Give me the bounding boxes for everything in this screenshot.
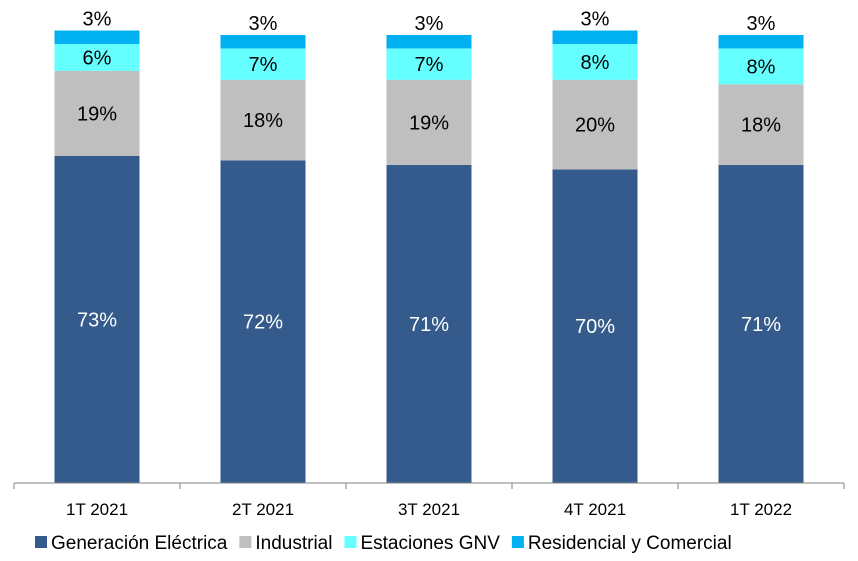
x-tick-label-1t-2021: 1T 2021	[66, 500, 128, 519]
bars-layer	[54, 30, 804, 484]
bar-estaciones-gnv-1t-2022	[718, 48, 804, 85]
x-tick-label-3t-2021: 3T 2021	[398, 500, 460, 519]
legend-entry-residencial-y-comercial: Residencial y Comercial	[528, 533, 732, 554]
bar-estaciones-gnv-1t-2021	[54, 43, 140, 71]
x-axis: 1T 2021 2T 2021 3T 2021 4T 2021 1T 2022	[13, 482, 845, 519]
legend-entry-estaciones-gnv: Estaciones GNV	[360, 533, 500, 554]
bar-estaciones-gnv-4t-2021	[552, 43, 638, 80]
data-labels-layer: 73% 19% 6% 3% 72% 18% 7% 3% 71% 19% 7% 3% 70% 20% 8% 3%…	[77, 9, 781, 339]
data-label-generacion-electrica-2t-2021: 72%	[243, 312, 283, 334]
data-label-estaciones-gnv-3t-2021: 7%	[415, 54, 444, 76]
data-label-residencial-y-comercial-2t-2021: 3%	[249, 13, 278, 35]
bar-industrial-1t-2021	[54, 70, 140, 156]
data-label-estaciones-gnv-1t-2021: 6%	[83, 47, 112, 69]
bar-residencial-y-comercial-3t-2021	[386, 35, 472, 49]
data-label-industrial-2t-2021: 18%	[243, 110, 283, 132]
data-label-generacion-electrica-3t-2021: 71%	[409, 314, 449, 336]
bar-estaciones-gnv-2t-2021	[220, 48, 306, 80]
bar-generacion-electrica-1t-2022	[718, 164, 804, 484]
x-tick-label-4t-2021: 4T 2021	[564, 500, 626, 519]
legend-swatch-estaciones-gnv	[344, 536, 357, 548]
legend-swatch-generacion-electrica	[35, 536, 47, 548]
legend-entry-generacion-electrica: Generación Eléctrica	[51, 533, 228, 554]
bar-generacion-electrica-4t-2021	[552, 169, 638, 483]
data-label-industrial-1t-2021: 19%	[77, 103, 117, 125]
bar-industrial-4t-2021	[552, 79, 638, 170]
bar-generacion-electrica-1t-2021	[54, 155, 140, 483]
data-label-estaciones-gnv-4t-2021: 8%	[581, 52, 610, 74]
bar-industrial-2t-2021	[220, 79, 306, 161]
legend-swatch-residencial-y-comercial	[511, 536, 524, 548]
data-label-estaciones-gnv-2t-2021: 7%	[249, 54, 278, 76]
legend: Generación Eléctrica Industrial Estaciones…	[35, 533, 732, 554]
data-label-generacion-electrica-4t-2021: 70%	[575, 316, 615, 338]
data-label-generacion-electrica-1t-2022: 71%	[741, 314, 781, 336]
bar-residencial-y-comercial-2t-2021	[220, 35, 306, 49]
bar-industrial-3t-2021	[386, 79, 472, 165]
legend-swatch-industrial	[239, 536, 252, 548]
bar-residencial-y-comercial-1t-2022	[718, 35, 804, 49]
data-label-industrial-1t-2022: 18%	[741, 115, 781, 137]
data-label-residencial-y-comercial-4t-2021: 3%	[581, 9, 610, 31]
data-label-residencial-y-comercial-3t-2021: 3%	[415, 13, 444, 35]
x-tick-label-1t-2022: 1T 2022	[730, 500, 792, 519]
bar-generacion-electrica-3t-2021	[386, 164, 472, 484]
bar-estaciones-gnv-3t-2021	[386, 48, 472, 80]
data-label-estaciones-gnv-1t-2022: 8%	[747, 56, 776, 78]
bar-residencial-y-comercial-1t-2021	[54, 30, 140, 44]
data-label-generacion-electrica-1t-2021: 73%	[77, 309, 117, 331]
x-tick-label-2t-2021: 2T 2021	[232, 500, 294, 519]
data-label-residencial-y-comercial-1t-2022: 3%	[747, 13, 776, 35]
data-label-residencial-y-comercial-1t-2021: 3%	[83, 9, 112, 31]
data-label-industrial-4t-2021: 20%	[575, 115, 615, 137]
bar-generacion-electrica-2t-2021	[220, 160, 306, 483]
legend-entry-industrial: Industrial	[255, 533, 332, 554]
bar-residencial-y-comercial-4t-2021	[552, 30, 638, 44]
data-label-industrial-3t-2021: 19%	[409, 112, 449, 134]
bar-industrial-1t-2022	[718, 84, 804, 165]
